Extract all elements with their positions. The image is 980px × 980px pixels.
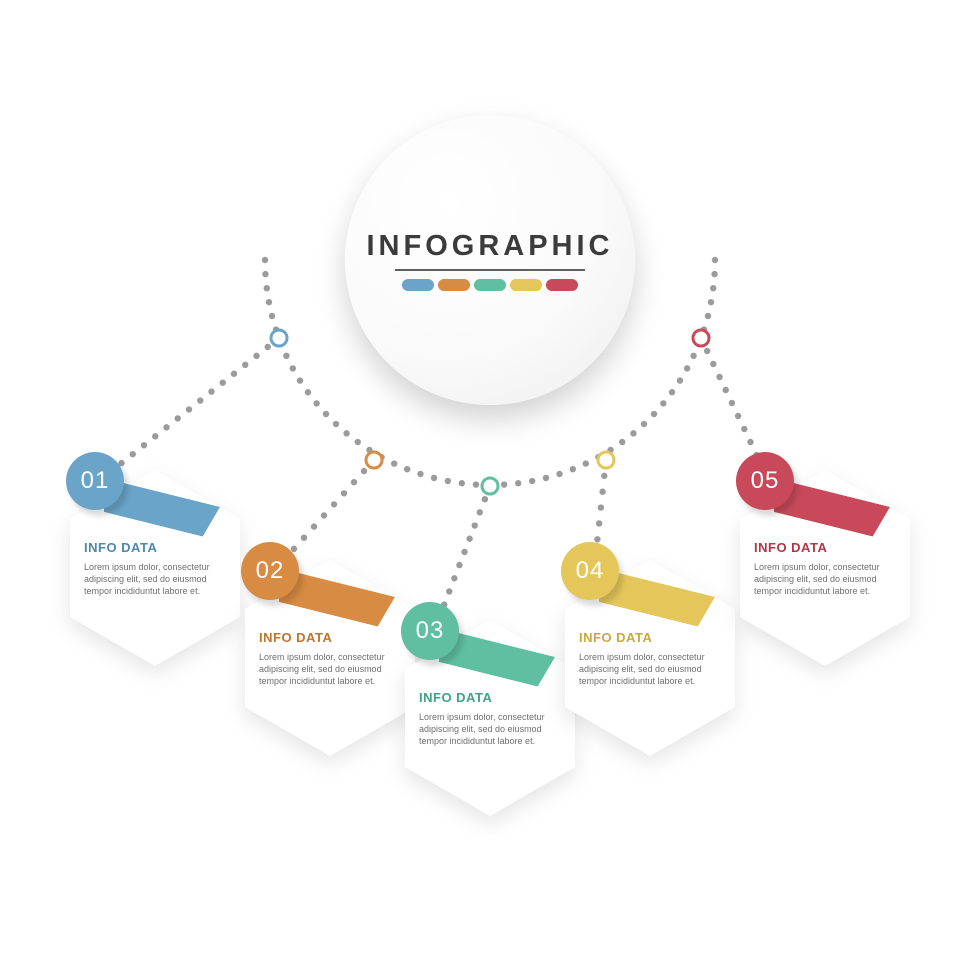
card-title: INFO DATA (259, 630, 401, 645)
ring-node-4 (598, 452, 614, 468)
card-title: INFO DATA (419, 690, 561, 705)
card-title: INFO DATA (754, 540, 896, 555)
pill-row (402, 279, 578, 291)
card-body: Lorem ipsum dolor, consectetur adipiscin… (84, 561, 226, 597)
center-underline (395, 269, 585, 271)
card-4: 04 INFO DATA Lorem ipsum dolor, consecte… (565, 560, 735, 756)
center-circle: INFOGRAPHIC (345, 115, 635, 405)
pill-1 (402, 279, 434, 291)
ring-node-2 (366, 452, 382, 468)
card-body: Lorem ipsum dolor, consectetur adipiscin… (259, 651, 401, 687)
pill-5 (546, 279, 578, 291)
ring-node-1 (271, 330, 287, 346)
card-3: 03 INFO DATA Lorem ipsum dolor, consecte… (405, 620, 575, 816)
card-5: 05 INFO DATA Lorem ipsum dolor, consecte… (740, 470, 910, 666)
card-1: 01 INFO DATA Lorem ipsum dolor, consecte… (70, 470, 240, 666)
card-body: Lorem ipsum dolor, consectetur adipiscin… (579, 651, 721, 687)
center-title: INFOGRAPHIC (367, 230, 614, 263)
pill-4 (510, 279, 542, 291)
card-body: Lorem ipsum dolor, consectetur adipiscin… (754, 561, 896, 597)
card-title: INFO DATA (579, 630, 721, 645)
card-body: Lorem ipsum dolor, consectetur adipiscin… (419, 711, 561, 747)
pill-3 (474, 279, 506, 291)
pill-2 (438, 279, 470, 291)
ring-node-3 (482, 478, 498, 494)
card-title: INFO DATA (84, 540, 226, 555)
ring-node-5 (693, 330, 709, 346)
card-2: 02 INFO DATA Lorem ipsum dolor, consecte… (245, 560, 415, 756)
